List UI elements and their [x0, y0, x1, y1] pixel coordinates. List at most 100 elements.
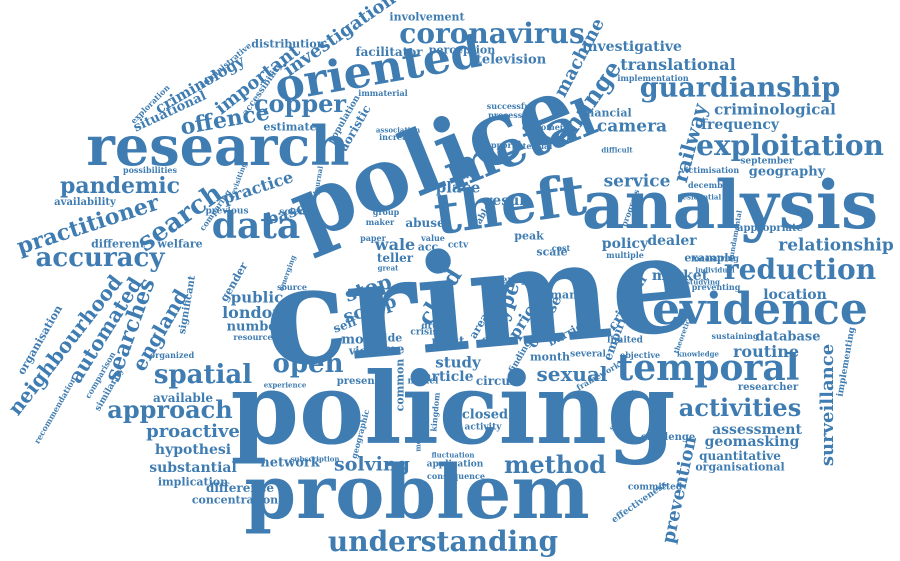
word: problem [244, 450, 590, 536]
word: significant [176, 274, 199, 336]
word: approach [107, 395, 233, 424]
word: present [336, 376, 380, 387]
word: welfare [157, 237, 203, 251]
word: guide [367, 331, 403, 345]
word: metropolitan [413, 400, 423, 452]
word: customer [522, 122, 564, 132]
word: maker [365, 217, 395, 227]
word: study [435, 353, 481, 372]
word: wale [374, 235, 416, 254]
word: implementing [835, 326, 858, 398]
word: understanding [327, 525, 559, 558]
word: potential [511, 141, 553, 151]
word: open [272, 349, 344, 379]
word: preventing [691, 282, 741, 292]
word: processes [488, 110, 532, 120]
word: cost [551, 243, 571, 253]
word: several [570, 349, 606, 360]
word: multiple [606, 250, 644, 260]
word: network [260, 455, 320, 471]
word: surveillance [817, 343, 838, 467]
word: most [431, 334, 465, 348]
word: crisis [410, 327, 438, 338]
word: pandemic [59, 173, 181, 199]
word: limited [607, 335, 643, 346]
word: activities [678, 393, 802, 422]
word: victim [348, 344, 388, 358]
word: paper [360, 233, 386, 243]
word: residential [678, 192, 722, 202]
word: previous [205, 206, 249, 217]
word: september [740, 156, 794, 167]
word: method [504, 450, 606, 479]
word: call [432, 256, 452, 267]
word: implementation [617, 73, 689, 83]
word: example [684, 251, 736, 265]
word: proactive [146, 421, 240, 442]
word: hypothesi [154, 442, 232, 458]
word: public [230, 288, 284, 307]
word: relationship [778, 235, 894, 256]
word: more [341, 332, 379, 348]
word: frequency [700, 117, 780, 133]
word: value [421, 233, 445, 243]
word: victimisation [680, 165, 740, 175]
word: result [484, 193, 532, 209]
word: dealer [647, 233, 697, 249]
word: consequence [427, 471, 485, 481]
word: location [763, 287, 827, 303]
word: television [475, 52, 547, 68]
word: available [153, 391, 213, 405]
word: immaterial [358, 88, 408, 98]
word: quantitative [699, 449, 781, 463]
word: exploitation [696, 129, 884, 162]
word: support [480, 140, 516, 150]
word: routine [732, 342, 800, 361]
word: peak [514, 229, 544, 243]
word: distribution [251, 37, 325, 51]
word: difference [205, 481, 275, 495]
word: number [226, 319, 284, 335]
word: geography [748, 164, 826, 180]
word: research [86, 114, 350, 178]
word: studying [686, 277, 720, 287]
word: perception [428, 43, 496, 57]
word: researcher [737, 382, 799, 393]
word: involvement [389, 10, 465, 24]
word: objective [619, 350, 661, 360]
word: sexual [536, 362, 608, 386]
word: source [277, 282, 307, 292]
word: sustaining [711, 331, 759, 341]
word: camera [596, 116, 668, 137]
word: article [422, 369, 474, 385]
word: concentration [191, 493, 279, 507]
word: place [435, 178, 481, 197]
word: resource [233, 332, 273, 342]
word: facilitator [355, 45, 423, 59]
word: organisational [695, 460, 785, 474]
word: drop [421, 321, 445, 332]
word: committed [627, 482, 683, 493]
word: association [375, 125, 421, 135]
word: fluctuation [431, 450, 475, 460]
word: accuracy [35, 243, 165, 273]
word: translational [620, 55, 736, 74]
word: london [222, 303, 284, 322]
word: group [372, 207, 400, 217]
word: assessment [712, 422, 802, 438]
word: market [651, 268, 709, 284]
word: geomasking [704, 434, 800, 450]
word: database [755, 329, 821, 345]
word: guardianship [639, 72, 841, 104]
word: reduction [723, 253, 877, 286]
word: abuse [405, 216, 445, 230]
word: policing [230, 352, 676, 467]
word: cities [481, 335, 513, 346]
word: substantial [149, 460, 237, 476]
word: solving [334, 453, 410, 476]
word: evidence [652, 284, 868, 335]
word: appropriate [737, 223, 803, 234]
word: different [91, 237, 145, 251]
word: implication [157, 475, 229, 489]
